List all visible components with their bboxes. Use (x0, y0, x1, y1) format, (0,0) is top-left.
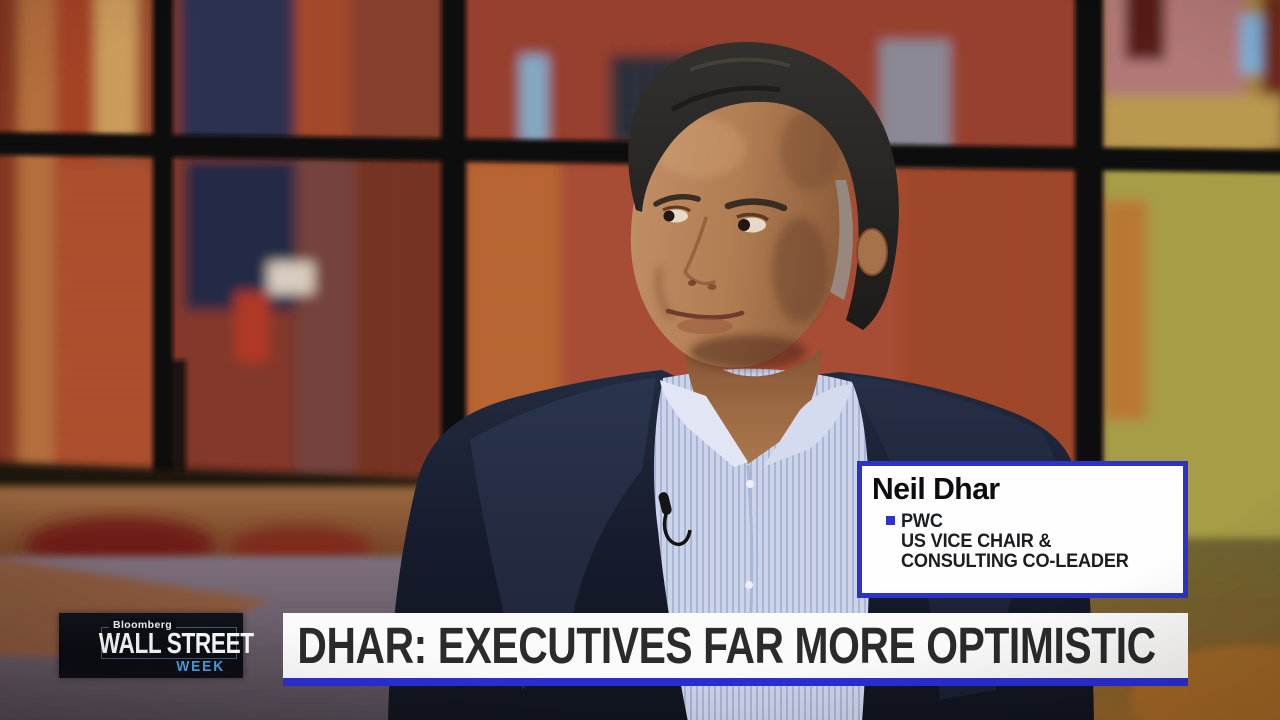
shirt-button (746, 480, 754, 488)
headline-accent-bar (283, 678, 1188, 686)
guest-mouth (665, 308, 745, 320)
hair-gray-sideburn (830, 180, 853, 300)
lavalier-mic (658, 492, 692, 546)
headline-text: DHAR: EXECUTIVES FAR MORE OPTIMISTIC (297, 617, 1156, 674)
speaker-title-line: US VICE CHAIR & (901, 530, 1052, 552)
affiliation-bullet (886, 516, 895, 525)
window-frame-left (160, 360, 186, 475)
shirt-collar-right (763, 384, 853, 467)
window-mullion (441, 0, 466, 480)
guest-eyebrow (653, 193, 701, 207)
guest-head (628, 41, 899, 369)
show-title: WALL STREET (98, 628, 254, 660)
shirt-button (745, 581, 753, 589)
guest-hair (628, 41, 899, 331)
headline-banner: DHAR: EXECUTIVES FAR MORE OPTIMISTIC (283, 613, 1188, 678)
guest-eyes (662, 205, 770, 233)
speaker-details: PWC US VICE CHAIR & CONSULTING CO-LEADER (886, 511, 1183, 571)
speaker-affiliation: PWC (901, 510, 943, 532)
show-logo: Bloomberg WALL STREET WEEK (59, 613, 254, 678)
bloomberg-wordmark: Bloomberg (109, 619, 177, 631)
shirt-collar-left (660, 380, 748, 467)
guest-ear (856, 228, 888, 276)
speaker-name: Neil Dhar (872, 471, 1000, 506)
show-subtitle: WEEK (176, 658, 225, 675)
speaker-name-card: Neil Dhar PWC US VICE CHAIR & CONSULTING… (857, 461, 1188, 598)
speaker-title-line: CONSULTING CO-LEADER (901, 550, 1129, 572)
suit-lapel-left (470, 378, 656, 690)
guest-nose (682, 216, 716, 286)
guest-eyebrow (724, 198, 788, 212)
